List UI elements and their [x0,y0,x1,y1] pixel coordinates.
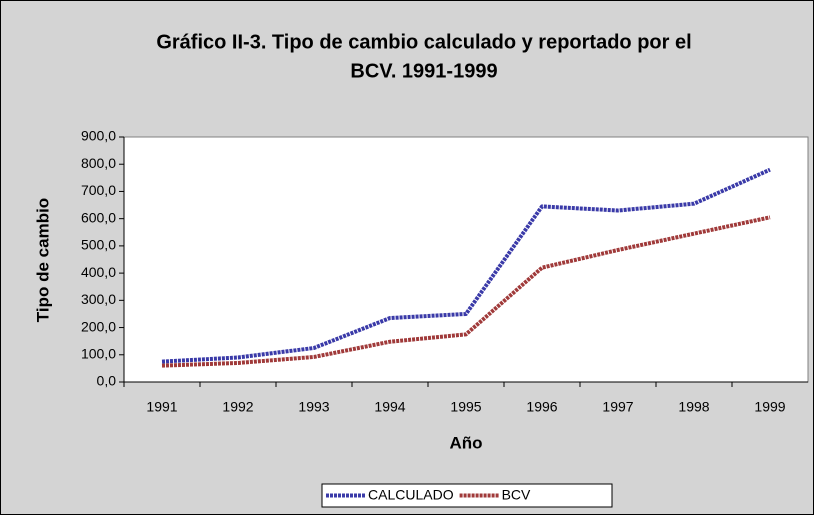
x-tick-label: 1998 [678,399,709,415]
x-tick-label: 1996 [526,399,557,415]
y-tick-label: 800,0 [81,155,116,171]
legend-label: BCV [502,487,531,503]
y-tick-label: 300,0 [81,291,116,307]
x-tick-label: 1997 [602,399,633,415]
plot-area [123,136,809,383]
x-tick-label: 1999 [754,399,785,415]
x-axis-label: Año [449,433,482,452]
series-line [161,167,771,364]
x-tick-label: 1994 [374,399,405,415]
y-axis-label: Tipo de cambio [33,198,52,322]
y-tick-label: 200,0 [81,318,116,334]
series-line [161,215,771,368]
y-tick-label: 400,0 [81,264,116,280]
legend-label: CALCULADO [368,487,454,503]
x-tick-label: 1993 [298,399,329,415]
y-tick-label: 700,0 [81,182,116,198]
y-tick-label: 100,0 [81,345,116,361]
chart-title: BCV. 1991-1999 [350,60,497,82]
y-tick-label: 600,0 [81,209,116,225]
y-tick-label: 0,0 [97,373,117,389]
x-tick-label: 1992 [222,399,253,415]
x-tick-label: 1991 [146,399,177,415]
x-tick-label: 1995 [450,399,481,415]
chart-title: Gráfico II-3. Tipo de cambio calculado y… [156,31,691,53]
y-tick-label: 500,0 [81,237,116,253]
legend-box [321,483,613,508]
y-tick-label: 900,0 [81,128,116,144]
